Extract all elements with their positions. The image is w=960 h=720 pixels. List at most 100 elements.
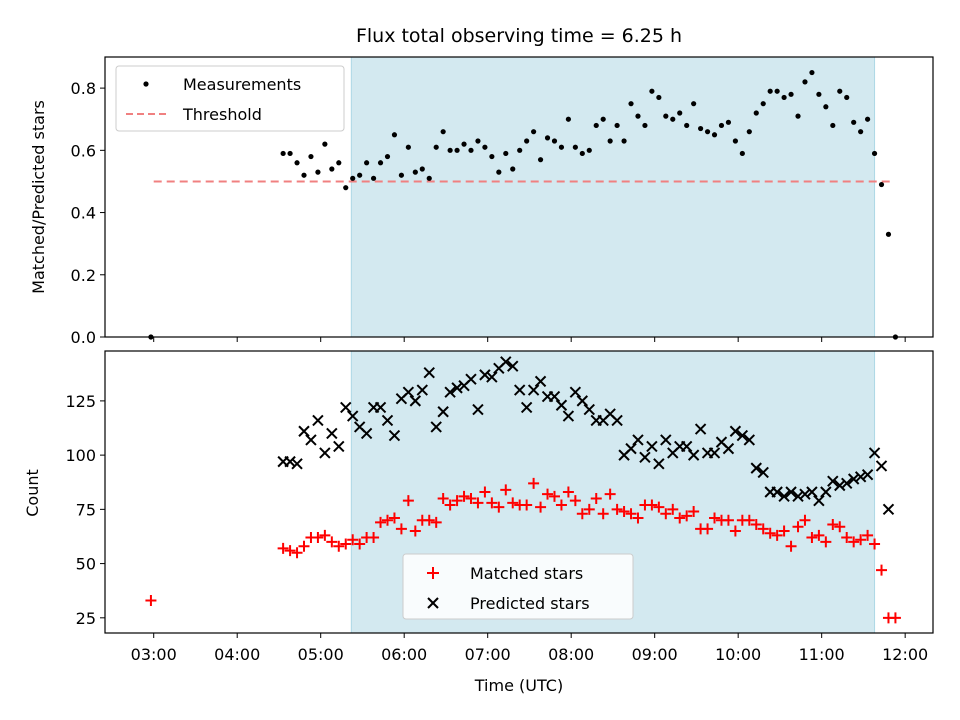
predicted-star-point [507,360,519,372]
measurement-point [489,153,495,160]
measurement-point [718,122,725,129]
measurement-point [746,129,752,135]
predicted-star-point [639,451,651,463]
matched-star-point [674,512,686,524]
measurement-point [795,113,801,119]
matched-star-point [862,529,874,541]
predicted-star-point [520,401,533,414]
measurement-point [461,141,467,147]
matched-star-point [667,503,679,515]
ratio-y-axis-label: Matched/Predicted stars [29,100,48,294]
measurement-point [447,147,453,153]
matched-star-point [340,538,352,550]
predicted-star-point [555,399,568,411]
measurement-point [531,129,537,135]
ratio-panel: 0.00.20.40.60.8 Matched/Predicted stars … [29,56,934,347]
matched-star-point [771,529,783,541]
measurement-point [454,147,460,153]
matched-star-point [729,525,741,537]
measurement-point [711,132,718,138]
predicted-star-point [868,447,881,459]
count-panel: 25 50 75 100 125 03:00 04:00 05:00 06:00 07:00 08… [23,350,934,695]
measurement-point [426,175,432,181]
predicted-star-point [778,490,790,503]
measurement-point [503,150,509,157]
count-y-axis-label: Count [23,469,42,517]
predicted-star-point [743,434,756,446]
measurement-point [663,113,669,119]
predicted-star-point [750,462,762,474]
matched-star-point [486,497,498,509]
x-tick-label: 05:00 [298,645,344,664]
count-y-tick-label: 125 [65,392,96,411]
measurement-point [878,181,885,188]
measurement-point [308,153,314,160]
measurement-point [579,150,585,157]
measurement-point [698,125,704,132]
matched-star-point [472,497,484,509]
predicted-star-point [799,488,811,500]
measurement-point [405,144,411,150]
x-tick-label: 03:00 [131,645,177,664]
measurement-point [802,79,808,85]
predicted-star-point [611,414,623,427]
matched-star-point [291,547,303,559]
predicted-star-point [326,427,338,440]
predicted-star-point [653,458,665,470]
measurement-point [586,147,592,153]
measurement-point [739,150,745,157]
measurement-point [691,101,697,107]
measurement-point [301,172,307,178]
predicted-star-point [513,384,526,396]
predicted-star-point [284,455,296,468]
measurement-point [391,132,398,138]
matched-star-point [632,512,644,524]
measurement-point [642,122,648,129]
matched-star-point [688,506,700,518]
matched-star-point [799,514,811,526]
matched-star-point [402,495,414,507]
predicted-star-point [548,390,561,403]
measurement-point [816,91,822,97]
predicted-star-point [312,414,324,427]
matched-star-point [604,488,616,500]
matched-star-point [611,503,623,515]
measurement-point [343,185,349,191]
predicted-star-point [402,386,415,398]
predicted-star-point [569,386,582,398]
matched-star-point [889,612,901,624]
matched-star-point [381,514,393,526]
measurement-point [294,160,300,166]
matched-star-point [625,508,637,520]
predicted-star-point [472,403,484,416]
matched-star-point [542,488,554,500]
predicted-star-point [680,440,693,453]
measurement-point [600,116,606,122]
measurement-point [496,169,502,175]
predicted-star-point [854,471,867,483]
matched-star-point [354,538,366,550]
matched-star-point [437,493,449,505]
matched-star-point [576,508,588,520]
measurement-point [537,157,544,163]
matched-star-point [368,532,380,544]
predicted-star-point [451,382,463,394]
predicted-star-point [785,486,797,498]
matched-star-point [764,527,776,539]
predicted-star-point [479,369,491,381]
ratio-y-tick-label: 0.0 [71,328,96,347]
measurement-point [732,138,738,144]
predicted-star-point [806,486,818,498]
predicted-star-point [792,490,804,503]
predicted-star-point [583,403,595,416]
matched-star-point [876,564,888,576]
matched-star-point [841,532,853,544]
predicted-star-point [736,429,749,442]
predicted-star-point [430,421,442,433]
ratio-y-axis-ticks: 0.0 0.2 0.4 0.6 0.8 [71,79,105,347]
matched-star-point [312,532,324,544]
predicted-star-point [827,475,839,487]
predicted-star-point [820,486,832,498]
measurement-point [565,116,572,122]
measurement-point [287,150,293,157]
